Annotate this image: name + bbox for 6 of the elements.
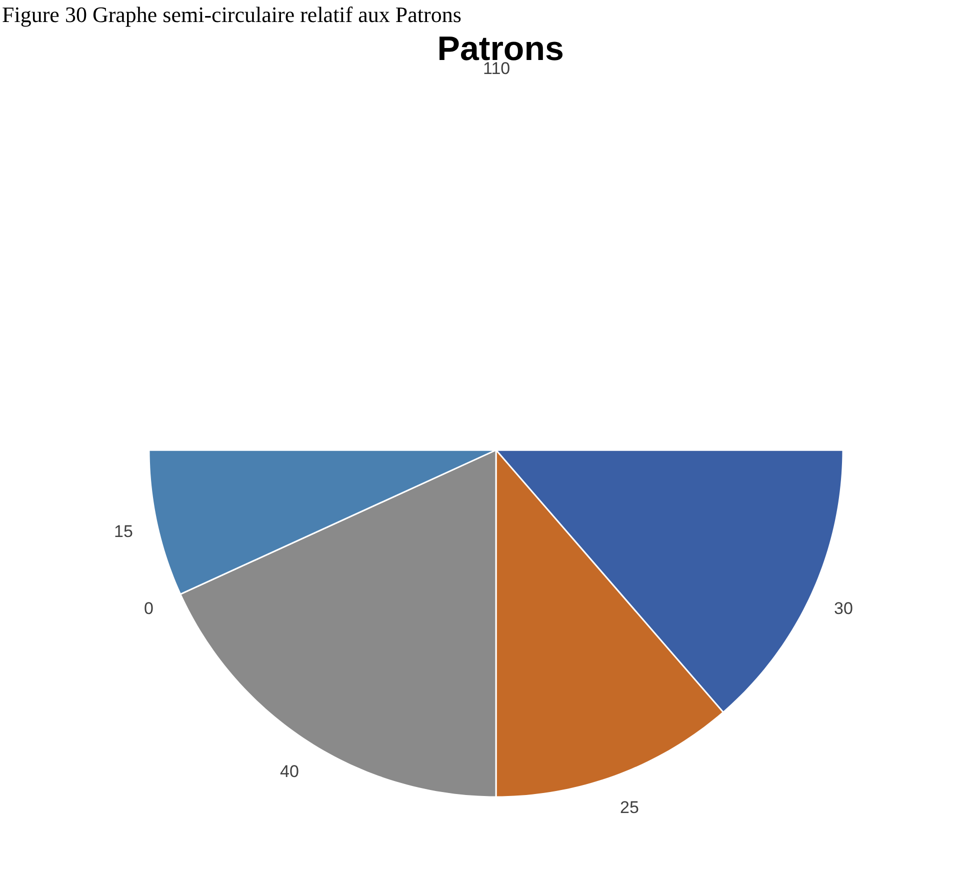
- data-label: 30: [834, 599, 853, 618]
- data-label: 40: [280, 762, 299, 781]
- data-label: 25: [620, 798, 639, 817]
- caption: Figure 30 Graphe semi-circulaire relatif aux Patrons: [2, 2, 462, 27]
- text: 0: [144, 599, 154, 618]
- data-label: 15: [114, 522, 133, 541]
